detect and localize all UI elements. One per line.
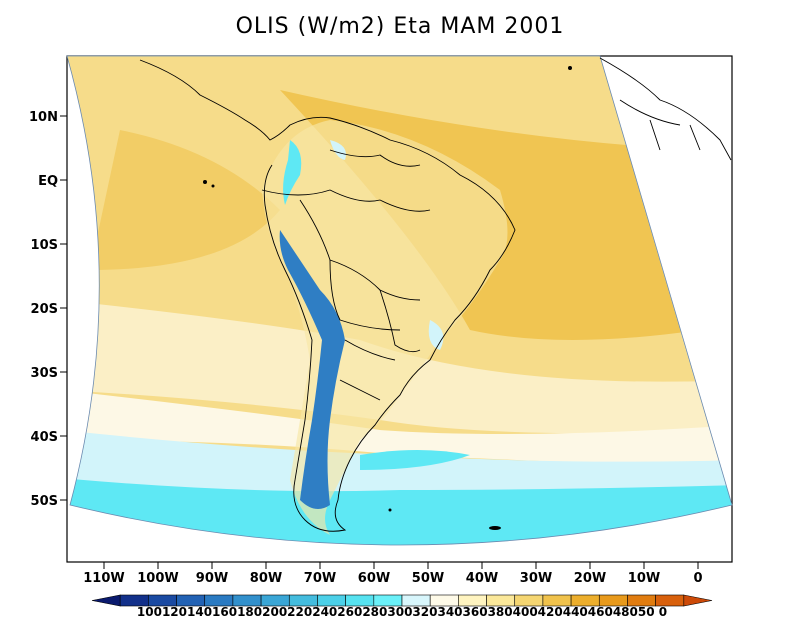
lat-label: 10S <box>31 238 58 253</box>
lon-label: 10W <box>628 571 660 586</box>
lat-axis: 10N EQ 10S 20S 30S 40S 50S <box>29 110 67 509</box>
lon-label: 110W <box>83 571 124 586</box>
lon-label: 40W <box>466 571 498 586</box>
lon-label: 20W <box>574 571 606 586</box>
colorbar-swatch <box>91 594 121 607</box>
colorbar-swatch <box>683 594 713 607</box>
lon-label: 30W <box>520 571 552 586</box>
colorbar <box>91 594 713 607</box>
lon-label: 70W <box>304 571 336 586</box>
lat-label: 40S <box>31 430 58 445</box>
coastlines <box>139 57 732 532</box>
lon-label: 60W <box>358 571 390 586</box>
islands <box>203 66 572 530</box>
lon-label: 50W <box>412 571 444 586</box>
lat-label: EQ <box>38 174 58 189</box>
lat-label: 10N <box>29 110 58 125</box>
colorbar-labels: 1001201401601802002202402602803003203403… <box>137 605 667 618</box>
lat-label: 50S <box>31 494 58 509</box>
lat-label: 30S <box>31 366 58 381</box>
lon-label: 100W <box>137 571 178 586</box>
lon-label: 90W <box>196 571 228 586</box>
lon-axis: 110W 100W 90W 80W 70W 60W 50W 40W 30W 20… <box>83 562 703 586</box>
map-title: OLIS (W/m2) Eta MAM 2001 <box>235 14 565 39</box>
lon-label: 80W <box>250 571 282 586</box>
shaded-field <box>67 56 732 545</box>
lat-label: 20S <box>31 302 58 317</box>
lon-label: 0 <box>693 571 702 586</box>
